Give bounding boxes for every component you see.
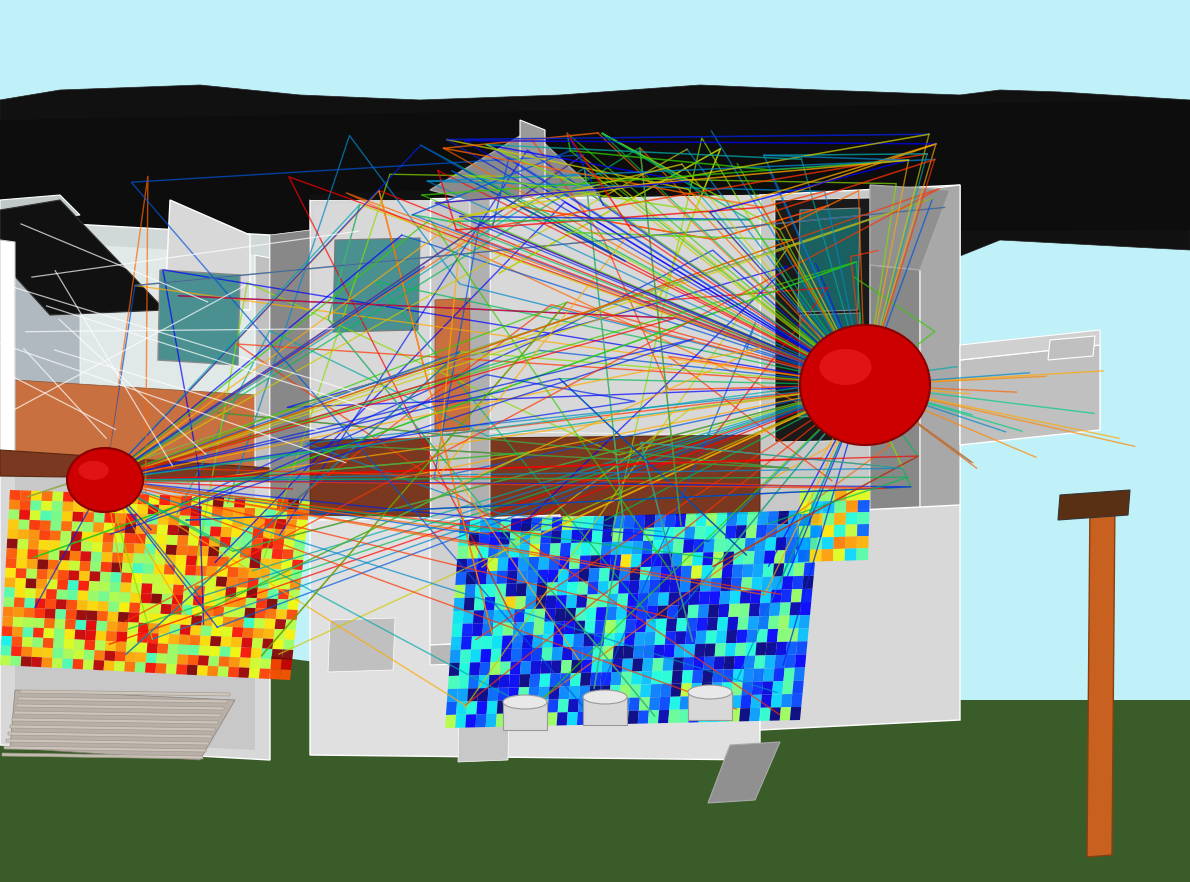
Polygon shape	[187, 654, 199, 665]
Polygon shape	[1, 636, 12, 647]
Polygon shape	[689, 696, 701, 709]
Polygon shape	[255, 508, 267, 519]
Polygon shape	[209, 646, 220, 656]
Polygon shape	[547, 699, 558, 713]
Polygon shape	[113, 533, 125, 543]
Polygon shape	[562, 517, 574, 530]
Polygon shape	[468, 688, 478, 701]
Polygon shape	[125, 513, 137, 524]
Polygon shape	[785, 537, 797, 550]
Polygon shape	[509, 531, 521, 544]
Polygon shape	[551, 517, 563, 530]
Polygon shape	[644, 632, 656, 646]
Polygon shape	[221, 626, 233, 637]
Polygon shape	[164, 564, 175, 575]
Polygon shape	[70, 541, 82, 551]
Polygon shape	[496, 714, 507, 727]
Polygon shape	[18, 539, 29, 549]
Polygon shape	[0, 450, 270, 480]
Polygon shape	[620, 554, 632, 568]
Polygon shape	[219, 656, 230, 667]
Polygon shape	[731, 578, 743, 591]
Polygon shape	[40, 511, 51, 520]
Polygon shape	[162, 594, 173, 604]
Polygon shape	[699, 592, 710, 605]
Polygon shape	[257, 588, 269, 599]
Polygon shape	[960, 345, 1100, 445]
Polygon shape	[652, 658, 664, 671]
Polygon shape	[4, 587, 15, 597]
Polygon shape	[282, 649, 293, 660]
Polygon shape	[126, 504, 138, 514]
Polygon shape	[735, 525, 747, 539]
Polygon shape	[57, 579, 68, 590]
Polygon shape	[765, 537, 776, 550]
Polygon shape	[447, 689, 458, 702]
Polygon shape	[10, 690, 234, 760]
Polygon shape	[612, 528, 624, 542]
Polygon shape	[161, 604, 171, 614]
Polygon shape	[42, 657, 52, 668]
Polygon shape	[98, 602, 108, 611]
Polygon shape	[286, 619, 296, 630]
Polygon shape	[507, 700, 518, 714]
Polygon shape	[476, 714, 487, 728]
Polygon shape	[75, 620, 87, 630]
Polygon shape	[791, 694, 802, 707]
Polygon shape	[628, 698, 640, 711]
Polygon shape	[690, 579, 701, 592]
Polygon shape	[261, 648, 273, 659]
Polygon shape	[810, 537, 822, 549]
Polygon shape	[787, 628, 798, 642]
Polygon shape	[223, 507, 234, 518]
Polygon shape	[776, 642, 787, 655]
Polygon shape	[678, 592, 690, 605]
Polygon shape	[751, 695, 762, 708]
Polygon shape	[794, 668, 804, 681]
Polygon shape	[627, 594, 639, 607]
Polygon shape	[540, 530, 551, 544]
Polygon shape	[502, 623, 514, 636]
Polygon shape	[82, 522, 94, 532]
Polygon shape	[199, 646, 209, 656]
Polygon shape	[747, 512, 758, 525]
Polygon shape	[456, 572, 466, 585]
Polygon shape	[591, 660, 602, 673]
Polygon shape	[633, 646, 644, 659]
Polygon shape	[243, 518, 255, 528]
Polygon shape	[658, 710, 669, 723]
Polygon shape	[622, 659, 633, 672]
Polygon shape	[283, 639, 294, 650]
Polygon shape	[622, 528, 634, 542]
Polygon shape	[207, 666, 219, 676]
Polygon shape	[516, 700, 528, 714]
Polygon shape	[60, 550, 70, 561]
Polygon shape	[489, 532, 500, 545]
Polygon shape	[601, 672, 612, 685]
Polygon shape	[159, 614, 171, 624]
Polygon shape	[146, 524, 157, 534]
Ellipse shape	[688, 685, 732, 699]
Polygon shape	[678, 709, 689, 722]
Polygon shape	[521, 648, 532, 662]
Polygon shape	[15, 475, 255, 750]
Polygon shape	[92, 542, 102, 552]
Polygon shape	[541, 647, 552, 661]
Polygon shape	[205, 586, 215, 596]
Polygon shape	[497, 557, 508, 571]
Polygon shape	[0, 468, 270, 760]
Polygon shape	[601, 542, 612, 555]
Polygon shape	[83, 660, 94, 669]
Polygon shape	[640, 684, 651, 698]
Polygon shape	[798, 615, 810, 628]
Polygon shape	[106, 493, 117, 504]
Polygon shape	[170, 614, 181, 624]
Polygon shape	[513, 622, 524, 635]
Polygon shape	[500, 662, 511, 675]
Polygon shape	[239, 548, 251, 558]
Polygon shape	[18, 529, 29, 540]
Polygon shape	[6, 558, 17, 568]
Polygon shape	[29, 530, 39, 540]
Polygon shape	[212, 506, 224, 517]
